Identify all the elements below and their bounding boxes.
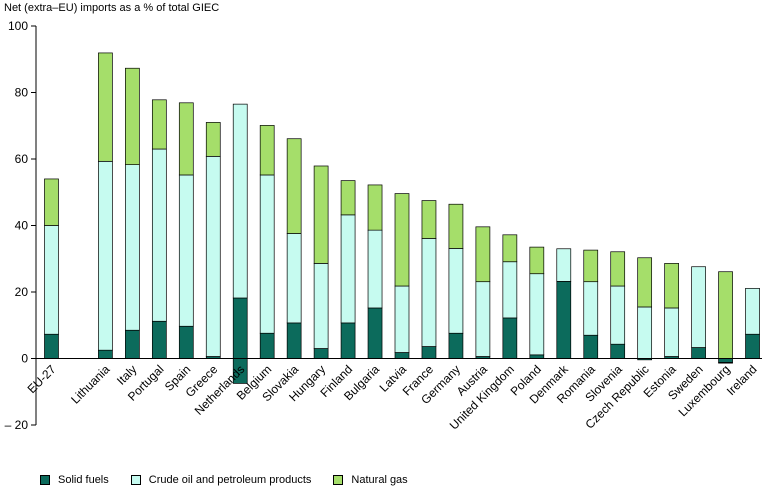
bar-segment-solid-fuels [394, 352, 410, 359]
bar-segment-crude-oil-and-petroleum-products [340, 214, 356, 324]
bar-segment-crude-oil-and-petroleum-products [125, 164, 140, 331]
legend-item: Solid fuels [40, 474, 109, 486]
bar-segment-natural-gas [394, 193, 410, 287]
bar-segment-solid-fuels [367, 307, 383, 359]
bar-segment-natural-gas [125, 67, 140, 166]
bar-segment-solid-fuels [125, 329, 140, 359]
x-tick-label: Lithuania [68, 362, 113, 407]
bar-segment-solid-fuels [529, 354, 545, 359]
y-tick-label: – 20 [5, 418, 29, 432]
bar-segment-solid-fuels [502, 317, 518, 359]
bar-segment-crude-oil-and-petroleum-products [502, 261, 518, 319]
legend: Solid fuels Crude oil and petroleum produ… [40, 473, 430, 487]
bar-segment-crude-oil-and-petroleum-products [556, 248, 572, 282]
bar-segment-natural-gas [205, 122, 221, 157]
bar-segment-solid-fuels [313, 348, 329, 359]
bar-segment-crude-oil-and-petroleum-products [718, 362, 733, 364]
bar-segment-solid-fuels [718, 358, 733, 363]
bar-segment-solid-fuels [151, 320, 167, 359]
bar-segment-solid-fuels [44, 333, 59, 359]
bar-segment-solid-fuels [286, 322, 302, 359]
bar-segment-natural-gas [610, 251, 626, 287]
bar-segment-crude-oil-and-petroleum-products [664, 307, 679, 357]
legend-swatch [333, 475, 344, 485]
bar-segment-solid-fuels [178, 325, 194, 359]
bar-segment-crude-oil-and-petroleum-products [178, 174, 194, 327]
bar-segment-natural-gas [151, 99, 167, 150]
bar-segment-crude-oil-and-petroleum-products [475, 281, 491, 357]
bar-segment-crude-oil-and-petroleum-products [394, 285, 410, 353]
bar-segment-solid-fuels [556, 281, 572, 359]
bar-segment-crude-oil-and-petroleum-products [421, 238, 437, 347]
legend-item: Crude oil and petroleum products [130, 474, 312, 486]
bar-segment-crude-oil-and-petroleum-products [313, 263, 329, 349]
bar-segment-natural-gas [718, 271, 733, 359]
y-tick-label: 60 [15, 152, 29, 166]
y-tick-label: 80 [15, 86, 29, 100]
y-tick-label: 20 [15, 285, 29, 299]
bar-segment-solid-fuels [421, 346, 437, 359]
y-ticks: – 20 0 20 40 60 80 100 [5, 19, 36, 432]
bar-segment-solid-fuels [340, 322, 356, 359]
x-tick-labels: EU-27 Lithuania ItalyPortugalSpainGreeceNe… [25, 362, 760, 433]
bar-segment-solid-fuels [691, 347, 706, 359]
bar-segment-natural-gas [259, 125, 275, 176]
bar-segment-crude-oil-and-petroleum-products [232, 103, 248, 299]
bar-segment-natural-gas [286, 138, 302, 234]
legend-swatch [40, 475, 50, 485]
bar-segment-crude-oil-and-petroleum-products [98, 160, 113, 351]
bar-segment-crude-oil-and-petroleum-products [44, 225, 59, 335]
bar-segment-crude-oil-and-petroleum-products [745, 287, 760, 335]
y-tick-label: 40 [15, 219, 29, 233]
bar-segment-natural-gas [502, 234, 518, 263]
bar-segment-crude-oil-and-petroleum-products [367, 229, 383, 309]
bar-segment-solid-fuels [745, 333, 760, 359]
bar-segment-natural-gas [421, 200, 437, 239]
bar-segment-crude-oil-and-petroleum-products [448, 248, 464, 334]
bar-segment-natural-gas [664, 263, 679, 309]
bar-segment-natural-gas [98, 52, 113, 162]
bar-segment-natural-gas [448, 203, 464, 249]
bar-segment-solid-fuels [98, 349, 113, 359]
bar-segment-solid-fuels [448, 332, 464, 359]
y-axis-title: Net (extra–EU) imports as a % of total G… [4, 2, 220, 14]
bars-layer [44, 52, 760, 384]
bar-segment-solid-fuels [259, 332, 275, 359]
bar-segment-crude-oil-and-petroleum-products [259, 174, 275, 334]
bar-segment-natural-gas [367, 184, 383, 231]
bar-segment-crude-oil-and-petroleum-products [637, 306, 653, 359]
bar-segment-natural-gas [583, 249, 599, 283]
bar-segment-solid-fuels [232, 297, 248, 359]
bar-segment-solid-fuels [610, 343, 626, 359]
y-tick-label: 100 [8, 19, 28, 33]
bar-segment-natural-gas [178, 102, 194, 176]
legend-label: Crude oil and petroleum products [148, 474, 312, 486]
x-tick-label: EU-27 [25, 362, 59, 396]
bar-segment-natural-gas [313, 165, 329, 264]
legend-item: Natural gas [333, 474, 408, 486]
x-tick-label: Ireland [724, 362, 760, 398]
bar-segment-crude-oil-and-petroleum-products [583, 281, 599, 336]
bar-segment-natural-gas [44, 178, 59, 226]
bar-segment-crude-oil-and-petroleum-products [205, 155, 221, 357]
legend-swatch [130, 475, 141, 485]
bar-segment-natural-gas [475, 226, 491, 283]
bar-segment-crude-oil-and-petroleum-products [529, 273, 545, 356]
bar-segment-solid-fuels [583, 334, 599, 359]
bar-segment-crude-oil-and-petroleum-products [691, 266, 706, 348]
bar-segment-natural-gas [529, 246, 545, 275]
bar-segment-crude-oil-and-petroleum-products [286, 233, 302, 324]
legend-label: Solid fuels [58, 474, 109, 486]
bar-segment-crude-oil-and-petroleum-products [151, 148, 167, 322]
bar-segment-crude-oil-and-petroleum-products [610, 285, 626, 345]
legend-label: Natural gas [351, 474, 408, 486]
y-tick-label: 0 [21, 352, 28, 366]
bar-segment-natural-gas [340, 180, 356, 216]
bar-segment-natural-gas [637, 257, 653, 308]
